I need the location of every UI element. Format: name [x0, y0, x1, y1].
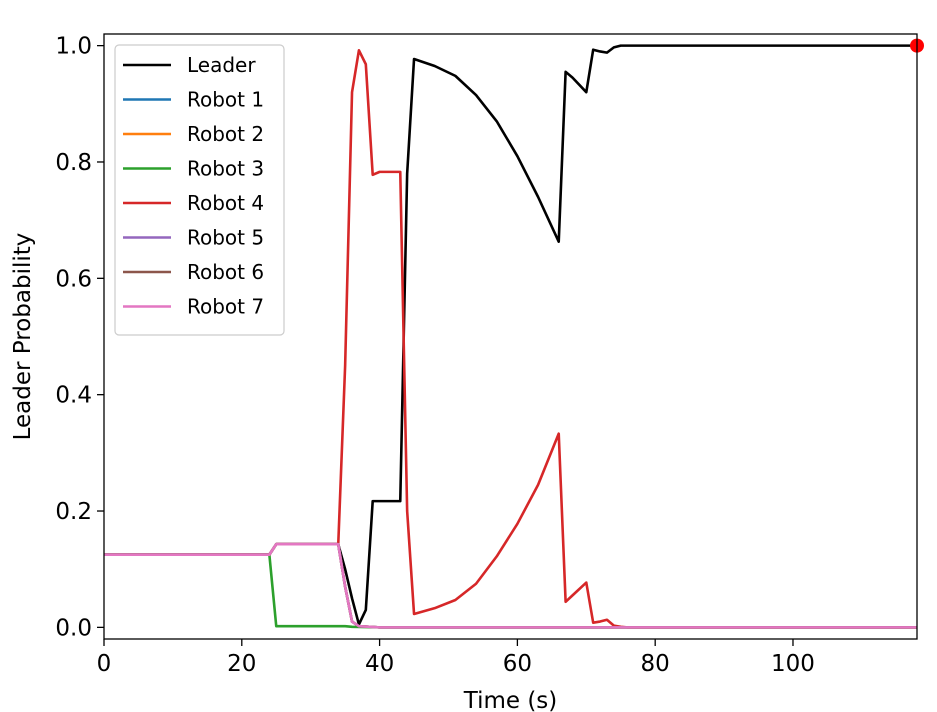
- legend-label: Robot 3: [187, 157, 264, 181]
- y-tick-label: 0.0: [55, 615, 92, 641]
- legend-box: [114, 44, 285, 336]
- x-axis-ticks: 0 20 40 60 80 100: [97, 639, 815, 677]
- y-tick-label: 0.8: [55, 150, 92, 176]
- x-tick-label: 0: [97, 651, 112, 677]
- axes-frame: [103, 33, 918, 640]
- series-line-4: [104, 553, 917, 629]
- legend-label: Robot 5: [187, 226, 264, 250]
- series-line-8: [104, 542, 917, 629]
- y-tick-label: 0.2: [55, 499, 92, 525]
- y-tick-label: 1.0: [55, 34, 92, 60]
- series-line-7: [104, 542, 917, 629]
- series-line-5: [104, 48, 917, 629]
- y-axis-label: Leader Probability: [10, 233, 36, 441]
- series-line-2: [104, 542, 917, 629]
- series-line-3: [104, 542, 917, 629]
- legend-label: Leader: [187, 53, 256, 77]
- y-tick-label: 0.6: [55, 266, 92, 292]
- y-axis-ticks: 0.0 0.2 0.4 0.6 0.8 1.0: [55, 34, 104, 641]
- series-line-6: [104, 542, 917, 629]
- y-tick-label: 0.4: [55, 383, 92, 409]
- legend: Leader Robot 1 Robot 2 Robot 3 Robot 4 Robot …: [114, 44, 285, 336]
- x-axis-label: Time (s): [463, 688, 558, 712]
- plot-area: [104, 38, 924, 629]
- legend-label: Robot 6: [187, 260, 264, 284]
- legend-label: Robot 4: [187, 191, 264, 215]
- legend-label: Robot 2: [187, 122, 264, 146]
- x-tick-label: 60: [503, 651, 532, 677]
- x-tick-label: 100: [771, 651, 815, 677]
- x-tick-label: 80: [641, 651, 670, 677]
- series-line-1: [104, 44, 917, 626]
- legend-label: Robot 7: [187, 295, 264, 319]
- legend-label: Robot 1: [187, 88, 264, 112]
- x-tick-label: 20: [227, 651, 256, 677]
- x-tick-label: 40: [365, 651, 394, 677]
